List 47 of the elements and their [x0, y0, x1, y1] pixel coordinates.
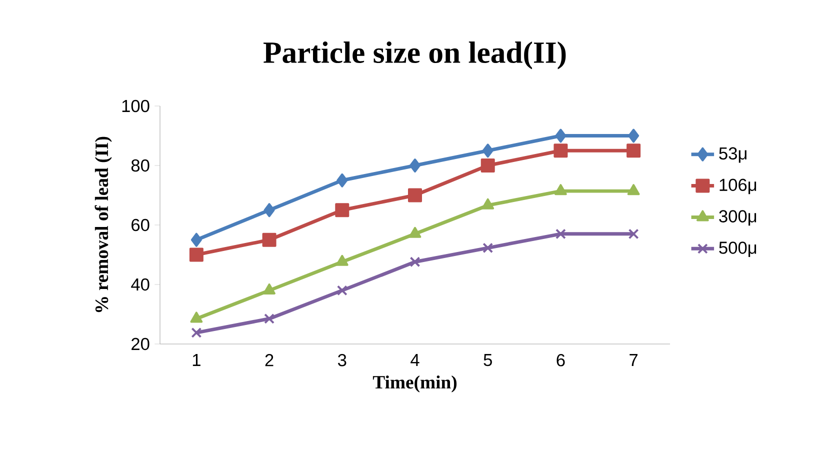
point — [482, 198, 494, 210]
point — [410, 256, 420, 268]
point — [191, 327, 202, 338]
legend-label: 300μ — [719, 210, 756, 226]
point — [408, 188, 422, 202]
x-tick-label: 2 — [265, 354, 274, 366]
point — [335, 203, 350, 218]
point — [408, 226, 422, 238]
point — [262, 232, 276, 247]
point — [263, 283, 276, 294]
point — [336, 173, 348, 188]
point — [189, 248, 204, 262]
point — [190, 312, 203, 323]
point — [336, 254, 348, 266]
y-axis-title: % removal of lead (II) — [94, 136, 112, 312]
y-tick-label: 100 — [122, 100, 150, 112]
point — [336, 285, 348, 296]
legend-label: 106μ — [720, 178, 756, 194]
x-tick-label: 3 — [338, 354, 346, 366]
point — [264, 203, 275, 218]
x-tick-label: 6 — [556, 354, 565, 366]
point — [264, 313, 275, 324]
legend-label: 53μ — [719, 147, 746, 163]
point — [554, 184, 567, 196]
point — [555, 128, 566, 143]
point — [626, 144, 641, 158]
point — [482, 242, 494, 254]
point — [480, 158, 495, 172]
point — [627, 184, 640, 196]
x-tick-label: 1 — [192, 354, 200, 366]
point — [555, 228, 566, 240]
y-tick-label: 60 — [132, 218, 150, 232]
point — [628, 228, 639, 240]
y-tick-label: 80 — [131, 159, 150, 172]
point — [554, 144, 568, 158]
point — [628, 128, 640, 143]
x-axis-title: Time(min) — [372, 375, 457, 392]
point — [409, 158, 420, 172]
y-tick-label: 20 — [132, 338, 150, 350]
chart-title: Particle size on lead(II) — [264, 41, 566, 70]
point — [482, 144, 494, 158]
x-tick-label: 7 — [630, 354, 638, 366]
x-tick-label: 5 — [484, 354, 492, 366]
y-tick-label: 40 — [131, 278, 150, 291]
legend-label: 500μ — [719, 242, 756, 258]
point — [190, 232, 202, 247]
x-tick-label: 4 — [410, 354, 420, 366]
